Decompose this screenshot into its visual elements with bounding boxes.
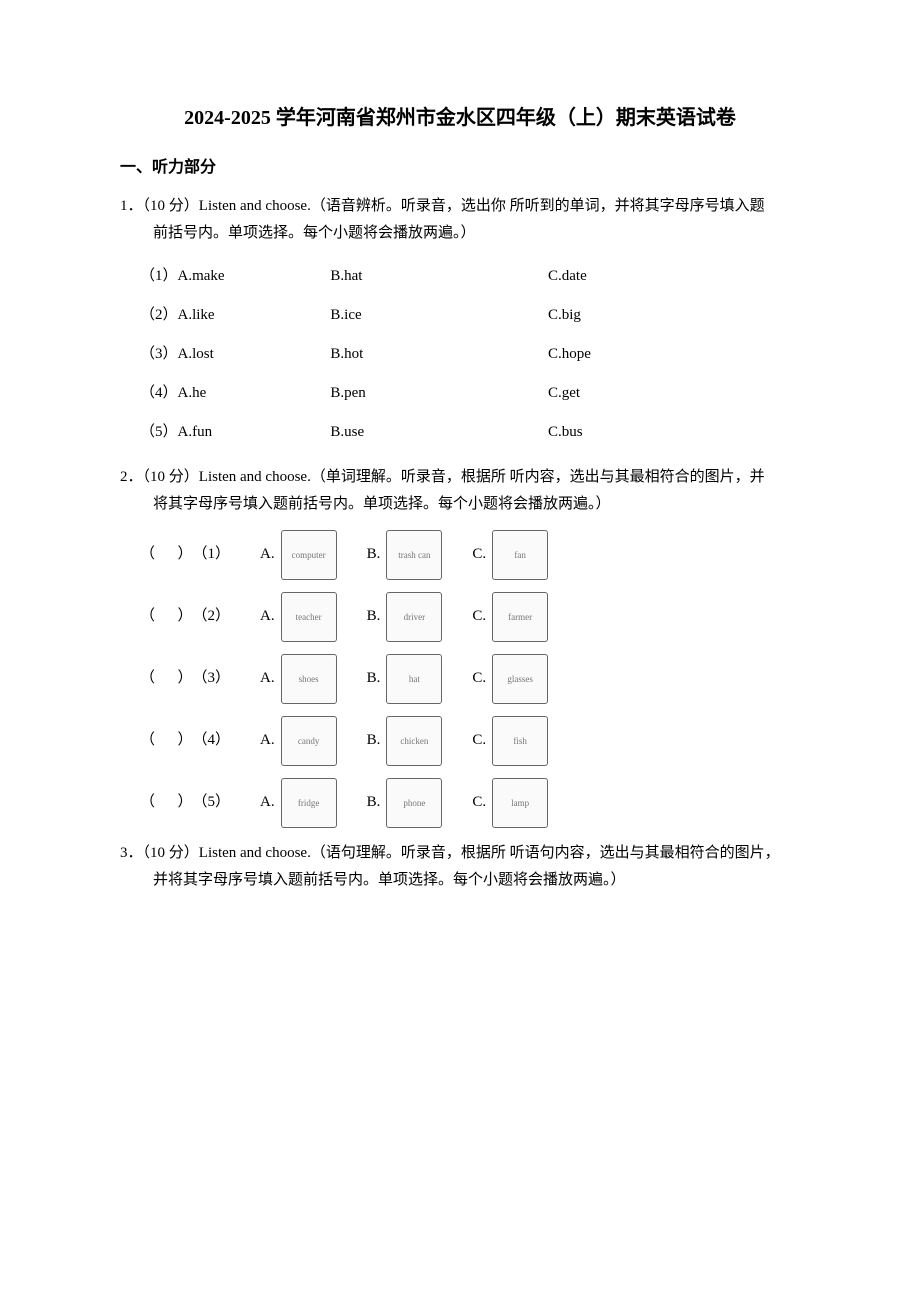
table-row: （1）A.make B.hat C.date bbox=[140, 257, 820, 296]
q2-intro: 2．（10 分）Listen and choose.（单词理解。听录音，根据所 … bbox=[120, 464, 800, 518]
q3-intro: 3．（10 分）Listen and choose.（语句理解。听录音，根据所 … bbox=[120, 840, 800, 894]
fan-icon: fan bbox=[492, 530, 548, 580]
shoes-icon: shoes bbox=[281, 654, 337, 704]
farmer-icon: farmer bbox=[492, 592, 548, 642]
glasses-icon: glasses bbox=[492, 654, 548, 704]
q2-number: 2． bbox=[120, 469, 143, 485]
fish-icon: fish bbox=[492, 716, 548, 766]
driver-icon: driver bbox=[386, 592, 442, 642]
lamp-icon: lamp bbox=[492, 778, 548, 828]
chicken-icon: chicken bbox=[386, 716, 442, 766]
table-row: （2）A.like B.ice C.big bbox=[140, 296, 820, 335]
q1-intro: 1．（10 分）Listen and choose.（语音辨析。听录音，选出你 … bbox=[120, 193, 800, 247]
computer-icon: computer bbox=[281, 530, 337, 580]
q1-options-table: （1）A.make B.hat C.date （2）A.like B.ice C… bbox=[140, 257, 820, 452]
q2-text-b: 将其字母序号填入题前括号内。单项选择。每个小题将会播放两遍。） bbox=[153, 491, 800, 518]
table-row: （3）A.lost B.hot C.hope bbox=[140, 335, 820, 374]
q2-text-a: Listen and choose.（单词理解。听录音，根据所 听内容，选出与其… bbox=[199, 469, 765, 485]
exam-title: 2024-2025 学年河南省郑州市金水区四年级（上）期末英语试卷 bbox=[120, 100, 800, 136]
teacher-icon: teacher bbox=[281, 592, 337, 642]
q3-text-a: Listen and choose.（语句理解。听录音，根据所 听语句内容，选出… bbox=[199, 845, 780, 861]
q1-points: （10 分） bbox=[143, 198, 199, 214]
phone-icon: phone bbox=[386, 778, 442, 828]
q2-row: （ ）（2） A.teacher B.driver C.farmer bbox=[140, 592, 800, 642]
q2-points: （10 分） bbox=[143, 469, 199, 485]
section-listening: 一、听力部分 bbox=[120, 154, 800, 183]
q1-text-a: Listen and choose.（语音辨析。听录音，选出你 所听到的单词，并… bbox=[199, 198, 765, 214]
q3-text-b: 并将其字母序号填入题前括号内。单项选择。每个小题将会播放两遍。） bbox=[153, 867, 800, 894]
q2-row: （ ）（3） A.shoes B.hat C.glasses bbox=[140, 654, 800, 704]
q2-row: （ ）（5） A.fridge B.phone C.lamp bbox=[140, 778, 800, 828]
q2-row: （ ）（1） A.computer B.trash can C.fan bbox=[140, 530, 800, 580]
hat-icon: hat bbox=[386, 654, 442, 704]
fridge-icon: fridge bbox=[281, 778, 337, 828]
q1-text-b: 前括号内。单项选择。每个小题将会播放两遍。） bbox=[153, 220, 800, 247]
table-row: （5）A.fun B.use C.bus bbox=[140, 413, 820, 452]
q1-number: 1． bbox=[120, 198, 143, 214]
q3-number: 3． bbox=[120, 845, 143, 861]
trashcan-icon: trash can bbox=[386, 530, 442, 580]
q3-points: （10 分） bbox=[143, 845, 199, 861]
table-row: （4）A.he B.pen C.get bbox=[140, 374, 820, 413]
candy-icon: candy bbox=[281, 716, 337, 766]
q2-row: （ ）（4） A.candy B.chicken C.fish bbox=[140, 716, 800, 766]
